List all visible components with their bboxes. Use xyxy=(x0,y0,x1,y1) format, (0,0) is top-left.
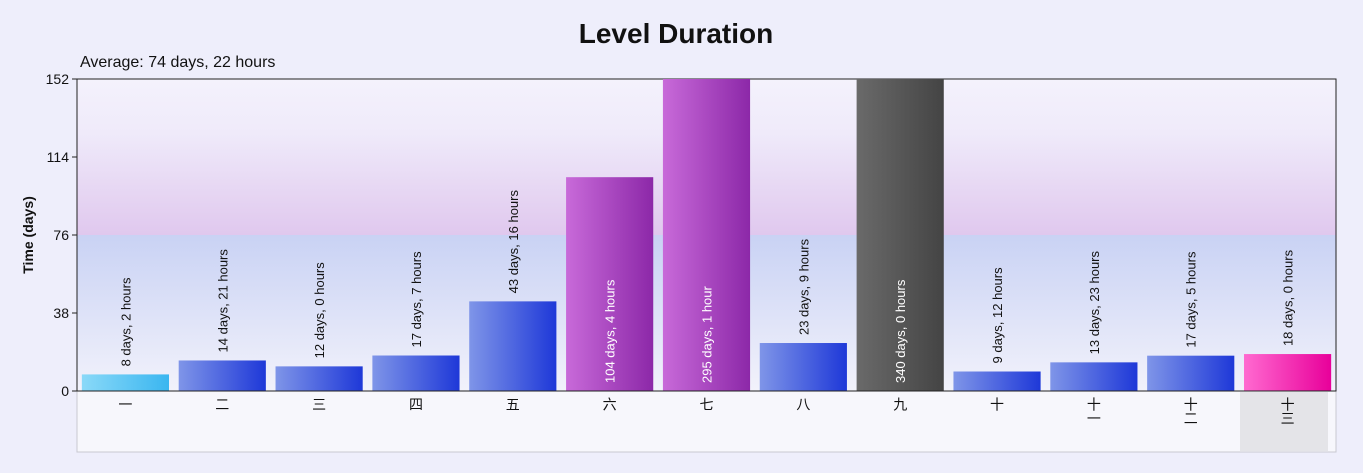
bar xyxy=(1147,355,1235,391)
x-tick-label: 十三 xyxy=(1280,397,1296,425)
chart-title: Level Duration xyxy=(579,18,773,49)
y-tick-label: 76 xyxy=(53,227,69,243)
y-tick-label: 38 xyxy=(53,305,69,321)
y-axis-label: Time (days) xyxy=(20,196,36,274)
x-tick-label: 一 xyxy=(117,397,133,411)
bar xyxy=(372,355,460,391)
x-tick-label: 二 xyxy=(214,397,230,411)
value-label: 12 days, 0 hours xyxy=(312,262,327,359)
value-label: 9 days, 12 hours xyxy=(990,267,1005,364)
bar xyxy=(178,360,266,391)
value-label: 14 days, 21 hours xyxy=(215,249,230,353)
y-tick-label: 0 xyxy=(61,383,69,399)
category-highlight xyxy=(1240,392,1328,451)
bar xyxy=(856,79,944,391)
bar xyxy=(953,371,1041,391)
x-tick-label: 八 xyxy=(795,397,811,411)
bar xyxy=(81,374,170,391)
bar xyxy=(275,366,363,391)
x-tick-label: 四 xyxy=(408,397,424,411)
x-tick-label: 十二 xyxy=(1183,397,1199,425)
bar xyxy=(1243,354,1332,391)
bar xyxy=(662,79,751,391)
x-axis-area xyxy=(76,390,1337,453)
value-label: 295 days, 1 hour xyxy=(700,285,715,383)
x-tick-label: 六 xyxy=(602,397,618,411)
value-label: 17 days, 5 hours xyxy=(1184,251,1199,348)
bars xyxy=(81,79,1332,391)
bar xyxy=(469,301,557,391)
bar xyxy=(759,343,847,391)
value-label: 18 days, 0 hours xyxy=(1281,249,1296,346)
value-label: 43 days, 16 hours xyxy=(506,190,521,294)
value-label: 13 days, 23 hours xyxy=(1087,251,1102,355)
x-tick-label: 十 xyxy=(989,397,1005,411)
y-tick-label: 152 xyxy=(46,71,70,87)
value-label: 23 days, 9 hours xyxy=(796,238,811,335)
y-tick-label: 114 xyxy=(47,149,70,165)
value-label: 17 days, 7 hours xyxy=(409,251,424,348)
value-label: 8 days, 2 hours xyxy=(118,277,133,366)
value-label: 104 days, 4 hours xyxy=(603,279,618,383)
x-tick-label: 三 xyxy=(311,397,327,411)
x-tick-label: 七 xyxy=(699,397,715,411)
bar xyxy=(1050,362,1138,391)
subtitle: Average: 74 days, 22 hours xyxy=(80,54,275,71)
value-label: 340 days, 0 hours xyxy=(893,279,908,383)
x-tick-label: 五 xyxy=(505,397,521,411)
x-tick-label: 十一 xyxy=(1086,397,1102,425)
bar xyxy=(566,177,654,391)
x-tick-label: 九 xyxy=(892,397,908,412)
